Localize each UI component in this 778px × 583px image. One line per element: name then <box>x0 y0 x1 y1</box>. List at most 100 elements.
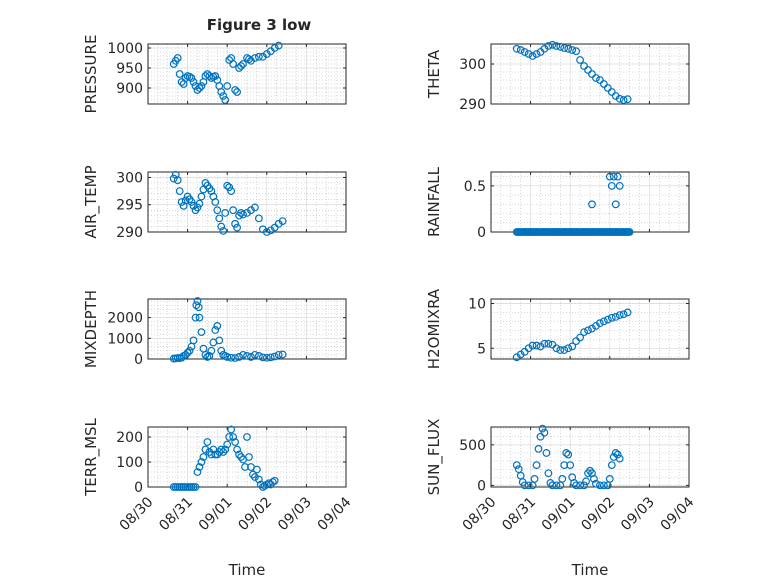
pressure-data-point <box>217 88 226 96</box>
terr_msl-data-point <box>243 433 251 441</box>
sun_flux-data-point <box>615 454 624 463</box>
mixdepth-data-point <box>207 346 216 355</box>
h2omixra-data-point <box>528 341 537 350</box>
theta-data-point <box>528 52 537 60</box>
h2omixra-data-point <box>615 311 624 320</box>
h2omixra-data-point <box>576 333 584 342</box>
air_temp-data-point <box>251 203 259 212</box>
h2omixra-data-point <box>619 310 628 319</box>
terr_msl-data-point <box>231 438 240 446</box>
pressure-data-point <box>173 54 182 62</box>
h2omixra-data-point <box>596 319 604 328</box>
air_temp-data-point <box>211 198 220 206</box>
mixdepth-data-point <box>185 346 194 355</box>
terr_msl-ytick-label: 0 <box>134 480 143 496</box>
terr_msl-ytick-label: 200 <box>116 430 143 446</box>
mixdepth-data-point <box>251 350 259 359</box>
pressure-data-point <box>177 78 186 86</box>
sun_flux-data-point <box>572 481 581 490</box>
theta-data-point <box>596 76 604 84</box>
mixdepth-data-point <box>239 350 247 359</box>
sun_flux-data-point <box>512 461 521 470</box>
sun_flux-data-point <box>558 474 567 483</box>
rainfall-ylabel: RAINFALL <box>425 166 443 237</box>
mixdepth-data-point <box>227 353 236 362</box>
sun_flux-data-point <box>596 481 604 490</box>
pressure-data-point <box>187 74 196 82</box>
sun_flux-ytick-label: 500 <box>459 438 486 454</box>
air_temp-data-point <box>233 223 242 232</box>
pressure-data-point <box>270 44 279 52</box>
pressure-data-point <box>237 62 245 70</box>
mixdepth-ytick-label: 2000 <box>107 311 143 327</box>
mixdepth-data-point <box>205 351 214 360</box>
sun_flux-data-point <box>582 477 590 486</box>
theta-data-point <box>584 66 592 74</box>
mixdepth-data-point <box>215 336 224 345</box>
sun_flux-data-point <box>605 474 614 483</box>
pressure-data-point <box>193 86 202 94</box>
air_temp-data-point <box>175 187 184 195</box>
theta-data-point <box>556 42 565 51</box>
mixdepth-data-point <box>191 313 200 322</box>
h2omixra-axes-box <box>490 298 690 360</box>
h2omixra-data-point <box>540 339 549 348</box>
pressure-data-point <box>211 72 220 80</box>
mixdepth-data-point <box>274 350 283 359</box>
h2omixra-data-point <box>623 308 632 317</box>
air_temp-data-point <box>229 206 238 215</box>
terr_msl-xtick-label: 09/01 <box>196 494 236 534</box>
terr_msl-data-point <box>258 483 267 491</box>
theta-data-point <box>564 44 573 53</box>
air_temp-data-point <box>225 183 234 192</box>
terr_msl-data-point <box>201 445 210 454</box>
mixdepth-data-point <box>213 321 222 330</box>
sun_flux-data-point <box>566 461 575 470</box>
mixdepth-data-point <box>192 301 201 310</box>
theta-data-point <box>516 46 525 54</box>
terr_msl-data-point <box>229 433 238 441</box>
air_temp-data-point <box>169 174 178 183</box>
mixdepth-data-point <box>217 346 226 355</box>
terr_msl-data-point <box>251 473 259 481</box>
pressure-axes-box <box>147 43 347 105</box>
sun_flux-data-point <box>560 461 569 470</box>
mixdepth-data-point <box>231 354 240 362</box>
terr_msl-axes-box <box>147 426 347 488</box>
pressure-data-point <box>191 82 200 90</box>
terr_msl-data-point <box>223 440 232 449</box>
theta-data-point <box>615 94 624 103</box>
theta-data-point <box>532 50 541 58</box>
pressure-data-point <box>175 70 184 78</box>
h2omixra-ytick-label: 5 <box>477 341 486 357</box>
theta-data-point <box>512 44 521 53</box>
terr_msl-data-point <box>195 463 204 471</box>
pressure-data-point <box>229 60 238 68</box>
air_temp-ytick-label: 295 <box>116 198 143 214</box>
terr_msl-data-point <box>245 453 253 461</box>
theta-data-point <box>524 50 533 58</box>
figure-title: Figure 3 low <box>207 16 312 34</box>
h2omixra-ytick-label: 10 <box>468 296 486 312</box>
theta-data-point <box>576 56 584 64</box>
sun_flux-xtick-label: 09/01 <box>539 494 579 534</box>
rainfall-data-point <box>615 181 624 190</box>
pressure-data-point <box>231 86 240 94</box>
sun_flux-data-point <box>534 444 543 453</box>
air_temp-data-point <box>223 181 232 190</box>
terr_msl-data-point <box>197 458 206 466</box>
h2omixra-data-point <box>560 346 569 354</box>
air_temp-data-point <box>254 214 263 223</box>
sun_flux-xtick-label: 09/02 <box>578 494 618 534</box>
terr_msl-data-point <box>241 463 249 471</box>
h2omixra-data-point <box>611 313 620 321</box>
sun_flux-data-point <box>599 481 608 490</box>
h2omixra-data-point <box>584 326 592 335</box>
mixdepth-data-point <box>189 336 198 345</box>
sun_flux-data-point <box>544 469 553 478</box>
mixdepth-data-point <box>258 353 267 362</box>
theta-data-point <box>548 40 557 49</box>
air_temp-axes-box <box>147 171 347 233</box>
pressure-data-point <box>181 74 190 82</box>
